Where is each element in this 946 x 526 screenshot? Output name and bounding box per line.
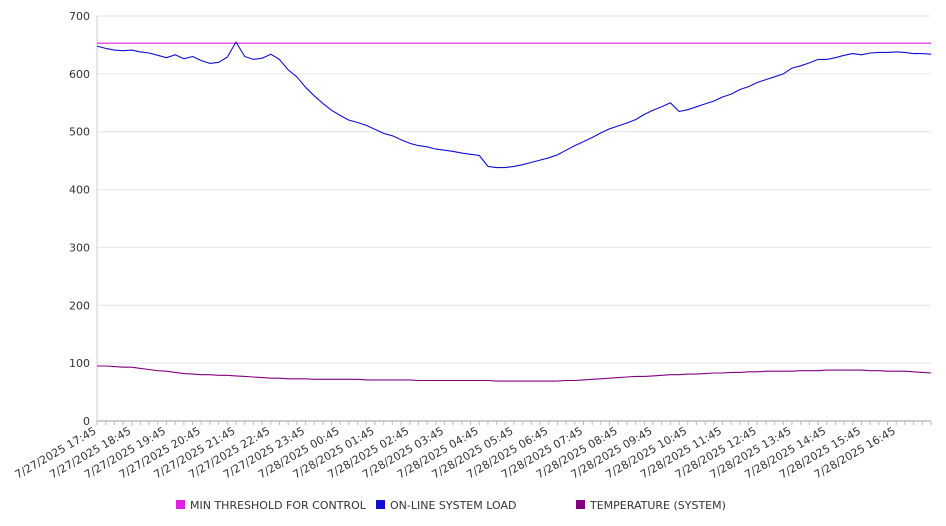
grid-lines — [97, 15, 931, 364]
legend-label: MIN THRESHOLD FOR CONTROL — [190, 499, 367, 512]
y-tick-label: 500 — [69, 126, 90, 139]
legend-swatch — [376, 500, 385, 509]
legend-swatch — [176, 500, 185, 509]
y-tick-labels: 0 100 200 300 400 500 600 700 — [69, 10, 90, 428]
legend-label: TEMPERATURE (SYSTEM) — [589, 499, 726, 512]
legend-label: ON-LINE SYSTEM LOAD — [390, 499, 516, 512]
y-tick-label: 400 — [69, 184, 90, 197]
y-tick-label: 600 — [69, 68, 90, 81]
x-tick-labels: 7/27/2025 17:457/27/2025 18:457/27/2025 … — [13, 424, 898, 481]
legend: MIN THRESHOLD FOR CONTROL ON-LINE SYSTEM … — [176, 499, 726, 512]
y-tick-label: 0 — [83, 415, 90, 428]
y-tick-label: 100 — [69, 357, 90, 370]
axes — [96, 16, 932, 425]
legend-swatch — [576, 500, 585, 509]
y-tick-label: 200 — [69, 299, 90, 312]
series-line-on-line-system-load — [96, 41, 932, 169]
series-group — [96, 41, 932, 382]
y-tick-label: 700 — [69, 10, 90, 23]
y-tick-label: 300 — [69, 241, 90, 254]
series-line-temperature-system — [97, 365, 932, 382]
